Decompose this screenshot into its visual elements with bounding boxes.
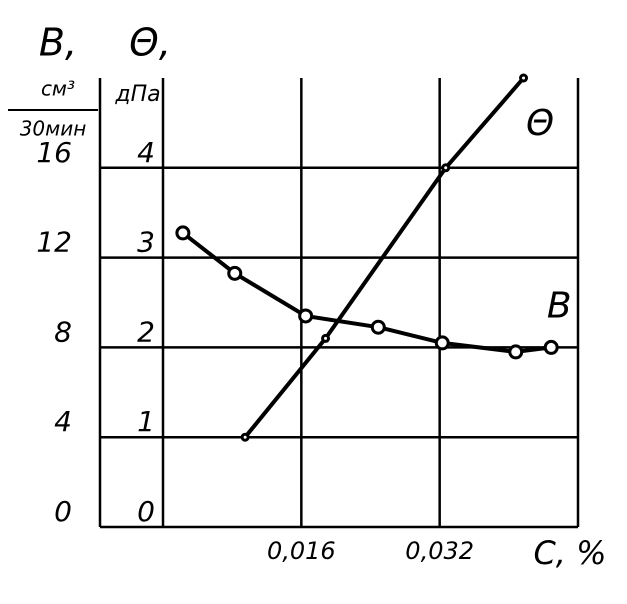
x-tick-label: 0,016 xyxy=(267,537,336,565)
point xyxy=(543,339,559,355)
point xyxy=(175,225,191,241)
series-line xyxy=(243,76,526,439)
y-unit: см³ xyxy=(41,77,75,101)
legend-label: Θ xyxy=(526,103,554,144)
point xyxy=(508,344,524,360)
y2-label: Θ, xyxy=(129,21,171,65)
y-tick-label: 8 xyxy=(54,315,72,348)
y2-unit: дПа xyxy=(114,82,160,107)
y2-tick-label: 2 xyxy=(137,315,155,348)
point xyxy=(227,265,243,281)
point xyxy=(370,319,386,335)
point xyxy=(240,432,250,442)
y2-tick-label: 1 xyxy=(137,405,155,438)
point xyxy=(519,73,529,83)
y2-tick-label: 3 xyxy=(137,226,155,259)
y-unit: 30мин xyxy=(20,117,87,141)
point xyxy=(298,308,314,324)
x-tick-label: 0,032 xyxy=(405,537,474,565)
point xyxy=(321,333,331,343)
y-tick-label: 16 xyxy=(36,136,72,169)
legend-label: B xyxy=(547,285,572,326)
x-label: C, % xyxy=(533,534,606,572)
y-tick-label: 12 xyxy=(36,226,72,259)
point xyxy=(434,335,450,351)
y-tick-label: 4 xyxy=(54,405,72,438)
y2-tick-label: 4 xyxy=(137,136,155,169)
y2-tick-label: 0 xyxy=(137,495,155,528)
series-line xyxy=(181,231,552,354)
point xyxy=(441,163,451,173)
y-tick-label: 0 xyxy=(54,495,72,528)
y-label: B, xyxy=(39,21,77,65)
